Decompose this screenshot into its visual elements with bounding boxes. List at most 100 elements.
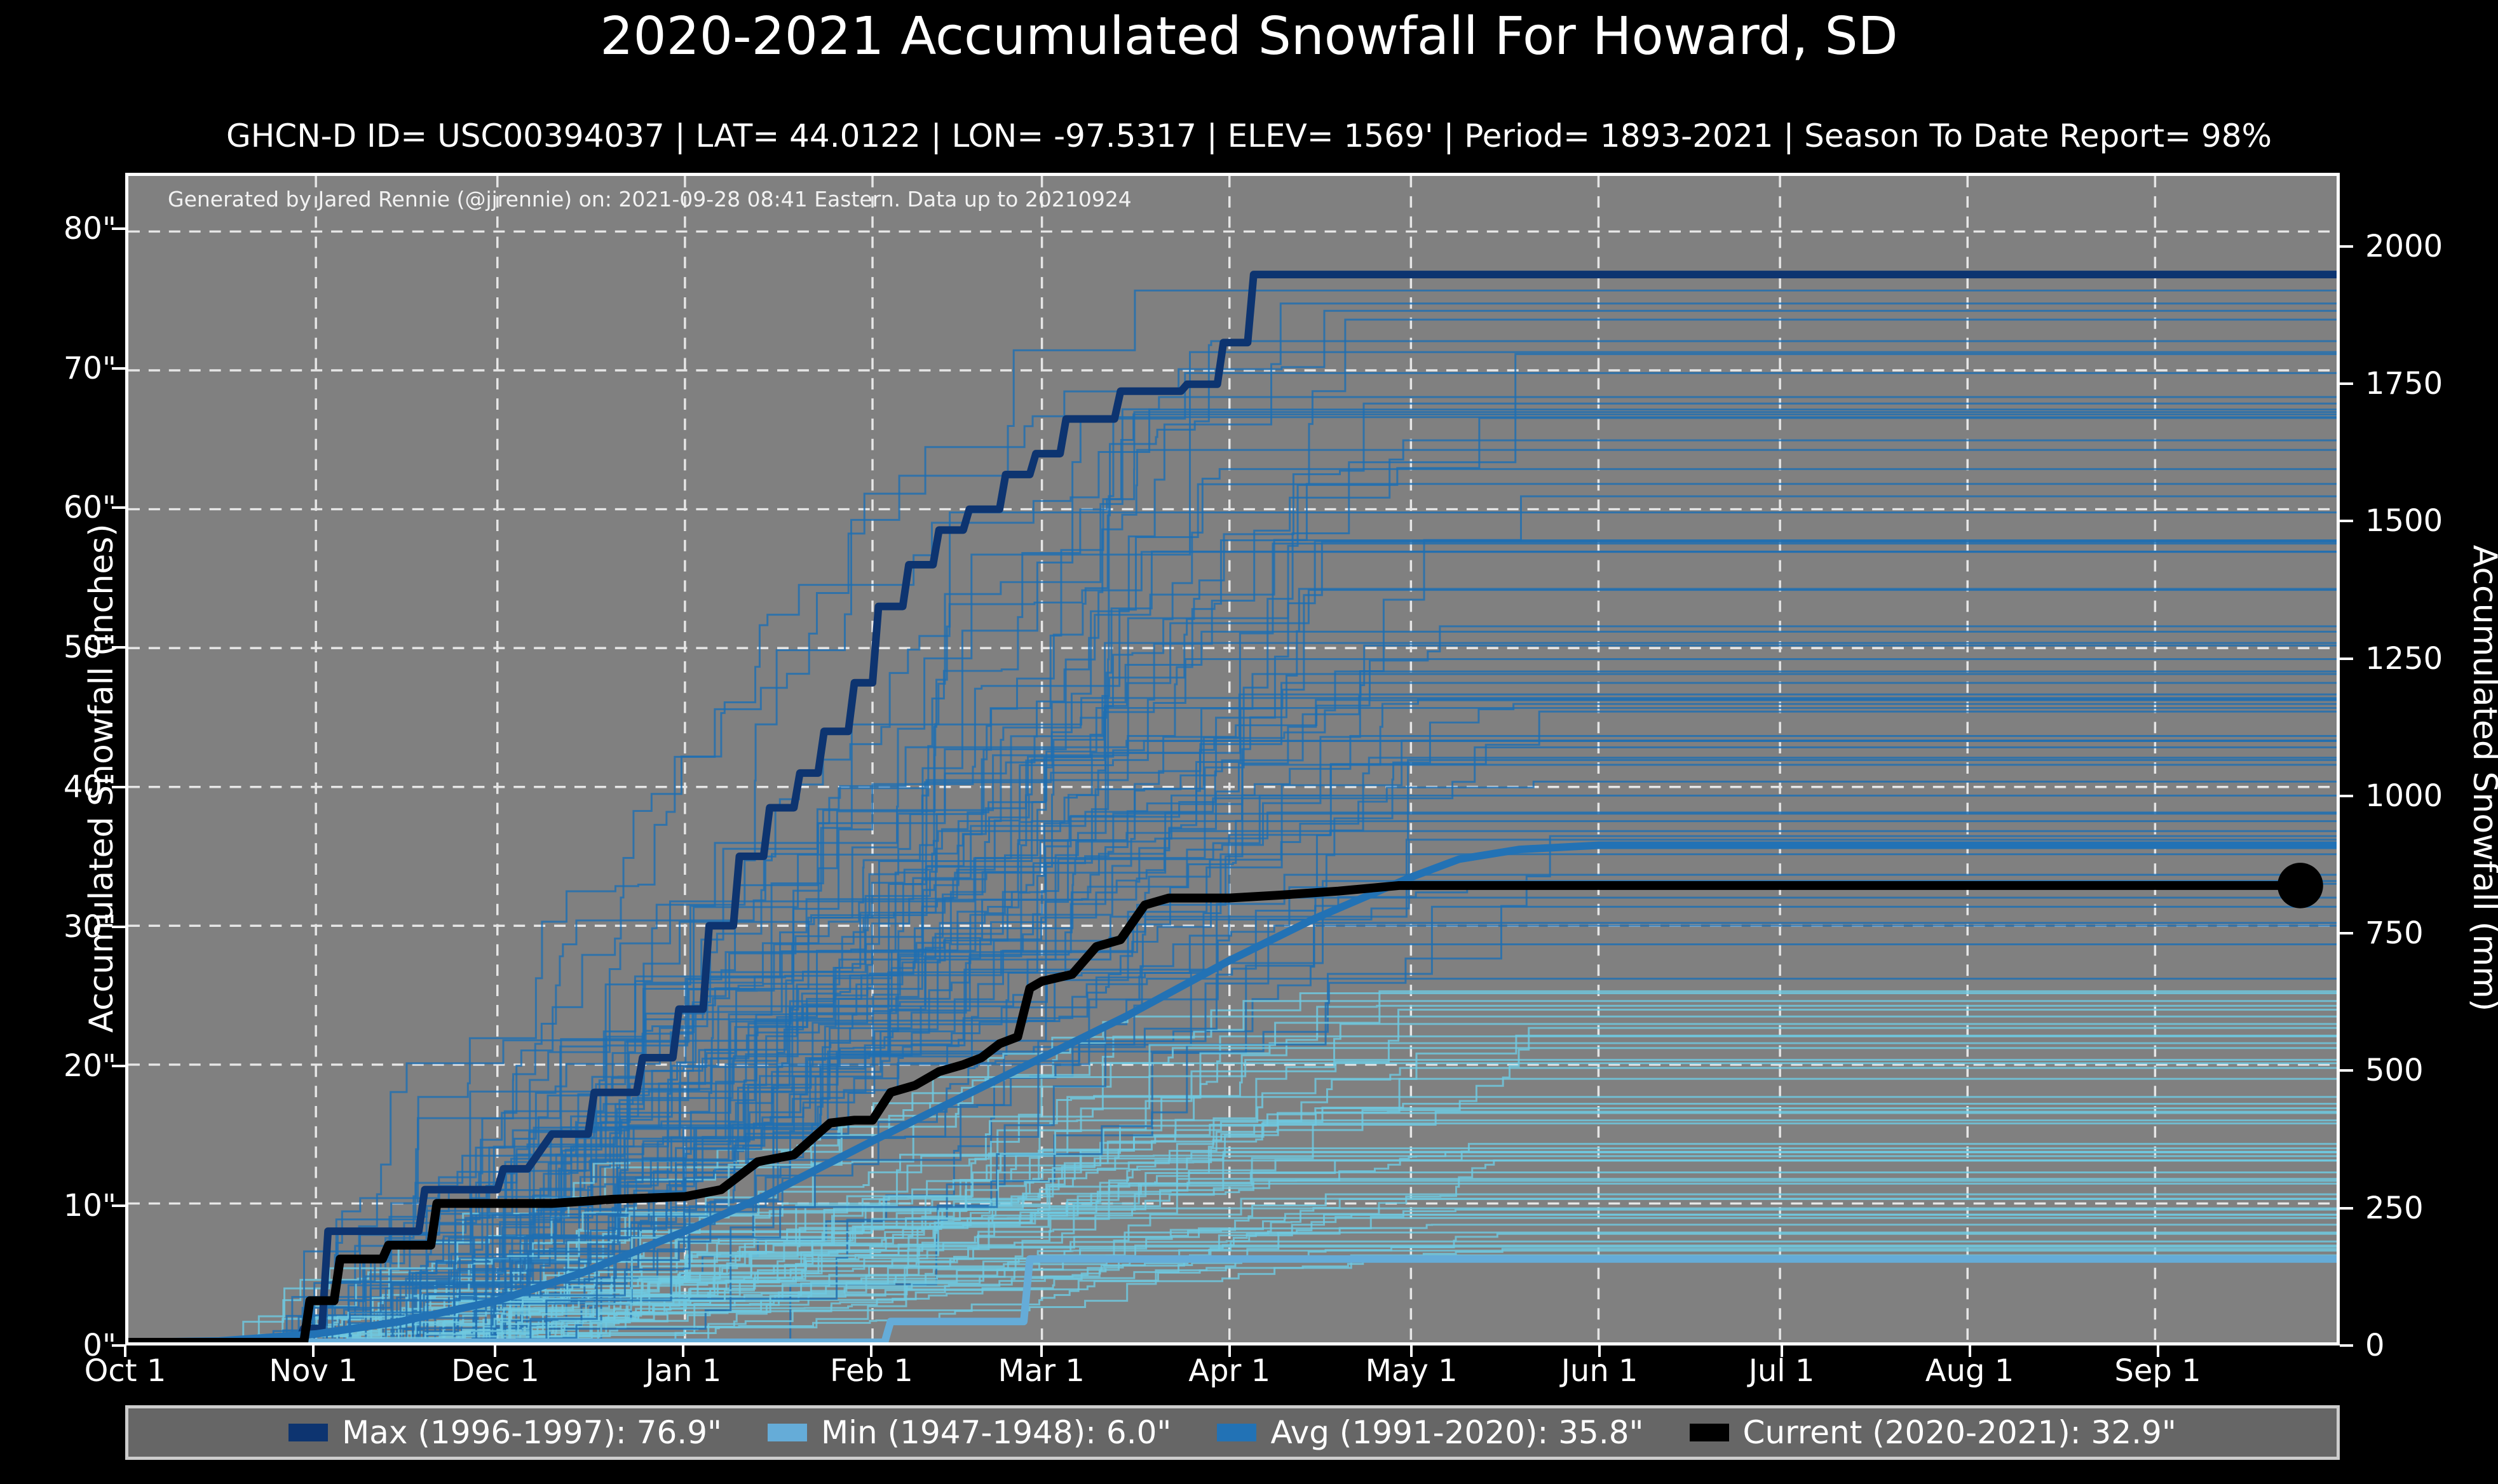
y-tick-mark-right xyxy=(2340,657,2353,660)
x-tick-mark xyxy=(1598,1346,1601,1357)
credit-annotation: Generated by Jared Rennie (@jjrennie) on… xyxy=(168,187,1132,212)
historical-season-trace xyxy=(128,1058,2337,1342)
y-tick-label-right: 1250 xyxy=(2365,640,2443,677)
historical-season-trace xyxy=(128,1159,2337,1342)
y-tick-label-left: 80" xyxy=(63,210,116,246)
historical-season-trace xyxy=(128,644,2337,1342)
x-tick-mark xyxy=(1780,1346,1783,1357)
x-tick-mark xyxy=(1410,1346,1413,1357)
plot-svg xyxy=(128,176,2337,1342)
x-tick-label: Nov 1 xyxy=(269,1353,358,1389)
historical-season-trace xyxy=(128,1197,2337,1342)
y-tick-mark-right xyxy=(2340,1069,2353,1072)
y-tick-mark-right xyxy=(2340,1206,2353,1210)
historical-season-trace xyxy=(128,302,2337,1342)
historical-season-trace xyxy=(128,710,2337,1342)
historical-season-trace xyxy=(128,540,2337,1342)
historical-season-trace xyxy=(128,764,2337,1342)
legend: Max (1996-1997): 76.9" Min (1947-1948): 6… xyxy=(125,1405,2340,1460)
y-tick-label-left: 10" xyxy=(63,1188,116,1224)
x-tick-mark xyxy=(2156,1346,2159,1357)
x-tick-label: Dec 1 xyxy=(451,1353,540,1389)
y-tick-mark-right xyxy=(2340,245,2353,248)
historical-season-trace xyxy=(128,882,2337,1342)
historical-season-trace xyxy=(128,495,2337,1342)
legend-entry-min[interactable]: Min (1947-1948): 6.0" xyxy=(768,1414,1171,1451)
historical-season-traces xyxy=(128,289,2337,1342)
y-tick-mark-left xyxy=(112,785,125,788)
historical-season-trace xyxy=(128,682,2337,1342)
x-tick-mark xyxy=(1040,1346,1043,1357)
y-tick-label-right: 500 xyxy=(2365,1053,2424,1089)
legend-swatch-max xyxy=(288,1424,329,1441)
legend-swatch-min xyxy=(768,1424,808,1441)
historical-season-trace xyxy=(128,739,2337,1342)
y-tick-mark-left xyxy=(112,1344,125,1347)
historical-season-trace xyxy=(128,1182,2337,1342)
historical-season-trace xyxy=(128,835,2337,1342)
y-tick-mark-right xyxy=(2340,1344,2353,1347)
y-tick-mark-left xyxy=(112,1065,125,1068)
historical-season-trace xyxy=(128,351,2337,1342)
y-tick-label-right: 750 xyxy=(2365,915,2424,952)
legend-label-min: Min (1947-1948): 6.0" xyxy=(821,1414,1172,1451)
legend-entry-current[interactable]: Current (2020-2021): 32.9" xyxy=(1689,1414,2176,1451)
y-tick-label-left: 40" xyxy=(63,769,116,805)
plot-area: Generated by Jared Rennie (@jjrennie) on… xyxy=(125,173,2340,1346)
x-tick-label: Apr 1 xyxy=(1188,1353,1271,1389)
x-tick-label: Jan 1 xyxy=(645,1353,722,1389)
historical-season-trace xyxy=(128,698,2337,1342)
x-tick-label: Sep 1 xyxy=(2114,1353,2201,1389)
x-tick-mark xyxy=(682,1346,685,1357)
historical-season-trace xyxy=(128,1207,2337,1342)
series-line-min xyxy=(128,1255,2337,1342)
legend-entry-avg[interactable]: Avg (1991-2020): 35.8" xyxy=(1217,1414,1644,1451)
y-tick-mark-left xyxy=(112,1204,125,1208)
legend-swatch-avg xyxy=(1217,1424,1257,1441)
y-tick-label-right: 1750 xyxy=(2365,366,2443,402)
historical-season-trace xyxy=(128,1245,2337,1342)
y-tick-mark-right xyxy=(2340,382,2353,386)
highlighted-series xyxy=(128,271,2337,1342)
legend-label-max: Max (1996-1997): 76.9" xyxy=(342,1414,723,1451)
x-tick-label: May 1 xyxy=(1365,1353,1458,1389)
historical-season-trace xyxy=(128,416,2337,1342)
y-tick-label-right: 1000 xyxy=(2365,778,2443,814)
historical-season-trace xyxy=(128,340,2337,1342)
x-tick-label: Feb 1 xyxy=(830,1353,913,1389)
historical-season-trace xyxy=(128,706,2337,1342)
historical-season-trace xyxy=(128,1224,2337,1342)
legend-swatch-current xyxy=(1689,1424,1729,1441)
x-tick-mark xyxy=(124,1346,126,1357)
chart-title: 2020-2021 Accumulated Snowfall For Howar… xyxy=(600,6,1898,67)
historical-season-trace xyxy=(128,539,2337,1342)
historical-season-trace xyxy=(128,1254,2337,1342)
y-tick-label-left: 30" xyxy=(63,908,116,945)
legend-label-avg: Avg (1991-2020): 35.8" xyxy=(1270,1414,1644,1451)
y-axis-label-right: Accumulated Snowfall (mm) xyxy=(2466,544,2498,1012)
x-tick-label: Mar 1 xyxy=(998,1353,1085,1389)
historical-season-trace xyxy=(128,439,2337,1342)
x-tick-label: Jul 1 xyxy=(1748,1353,1815,1389)
chart-subtitle: GHCN-D ID= USC00394037 | LAT= 44.0122 | … xyxy=(226,118,2272,154)
historical-season-trace xyxy=(128,589,2337,1342)
y-tick-mark-left xyxy=(112,646,125,649)
y-tick-label-right: 250 xyxy=(2365,1190,2424,1226)
y-tick-label-left: 60" xyxy=(63,490,116,526)
x-tick-mark xyxy=(311,1346,315,1357)
x-tick-label: Oct 1 xyxy=(84,1353,166,1389)
series-line-max xyxy=(128,271,2337,1342)
legend-entry-max[interactable]: Max (1996-1997): 76.9" xyxy=(288,1414,722,1451)
y-tick-mark-left xyxy=(112,925,125,928)
historical-season-trace xyxy=(128,309,2337,1342)
series-line-current xyxy=(128,880,2305,1342)
historical-season-trace xyxy=(128,417,2337,1342)
historical-season-trace xyxy=(128,588,2337,1342)
y-tick-label-left: 50" xyxy=(63,630,116,666)
y-tick-mark-left xyxy=(112,227,125,230)
historical-season-trace xyxy=(128,1112,2337,1342)
y-tick-label-right: 2000 xyxy=(2365,228,2443,264)
historical-season-trace xyxy=(128,372,2337,1342)
x-tick-mark xyxy=(1968,1346,1971,1357)
